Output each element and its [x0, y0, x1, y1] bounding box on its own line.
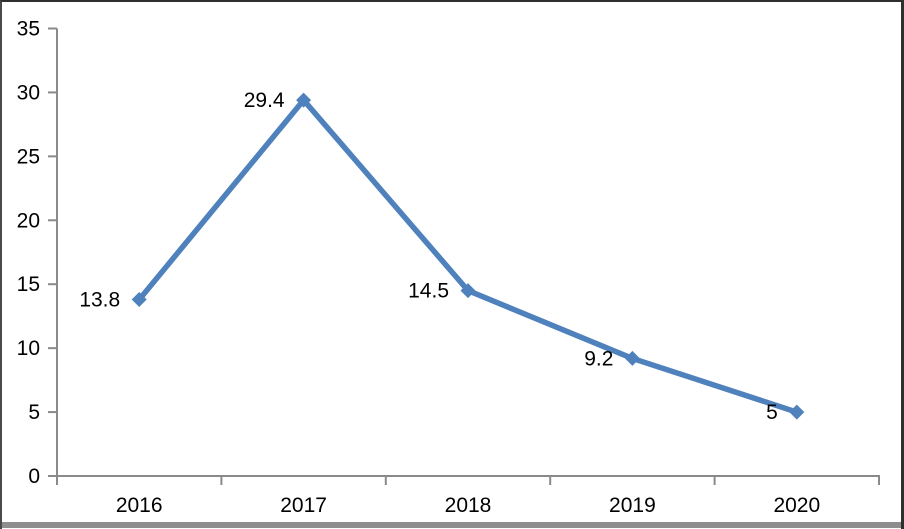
- y-axis-tick-label: 30: [17, 81, 40, 104]
- y-axis-tick-label: 35: [17, 18, 40, 41]
- data-label: 14.5: [408, 280, 449, 303]
- data-point-marker: [624, 350, 640, 366]
- data-label: 9.2: [584, 347, 613, 370]
- y-axis-tick-label: 5: [28, 401, 40, 424]
- x-axis-category-label: 2020: [773, 494, 820, 517]
- data-point-marker: [131, 292, 147, 308]
- data-point-marker: [789, 404, 805, 420]
- x-axis-category-label: 2018: [445, 494, 492, 517]
- data-label: 29.4: [244, 89, 285, 112]
- y-axis-tick-label: 20: [17, 209, 40, 232]
- y-axis-tick-label: 10: [17, 337, 40, 360]
- data-point-marker: [296, 92, 312, 108]
- x-axis-category-label: 2017: [280, 494, 327, 517]
- y-axis-tick-label: 25: [17, 145, 40, 168]
- frame-bottom-edge: [2, 522, 901, 528]
- data-point-marker: [460, 283, 476, 299]
- x-axis-category-label: 2019: [609, 494, 656, 517]
- y-axis-tick-label: 0: [28, 465, 40, 488]
- y-axis-tick-label: 15: [17, 273, 40, 296]
- data-label: 13.8: [79, 289, 120, 312]
- series-line: [137, 97, 798, 415]
- x-axis-category-label: 2016: [116, 494, 163, 517]
- data-label: 5: [766, 401, 778, 424]
